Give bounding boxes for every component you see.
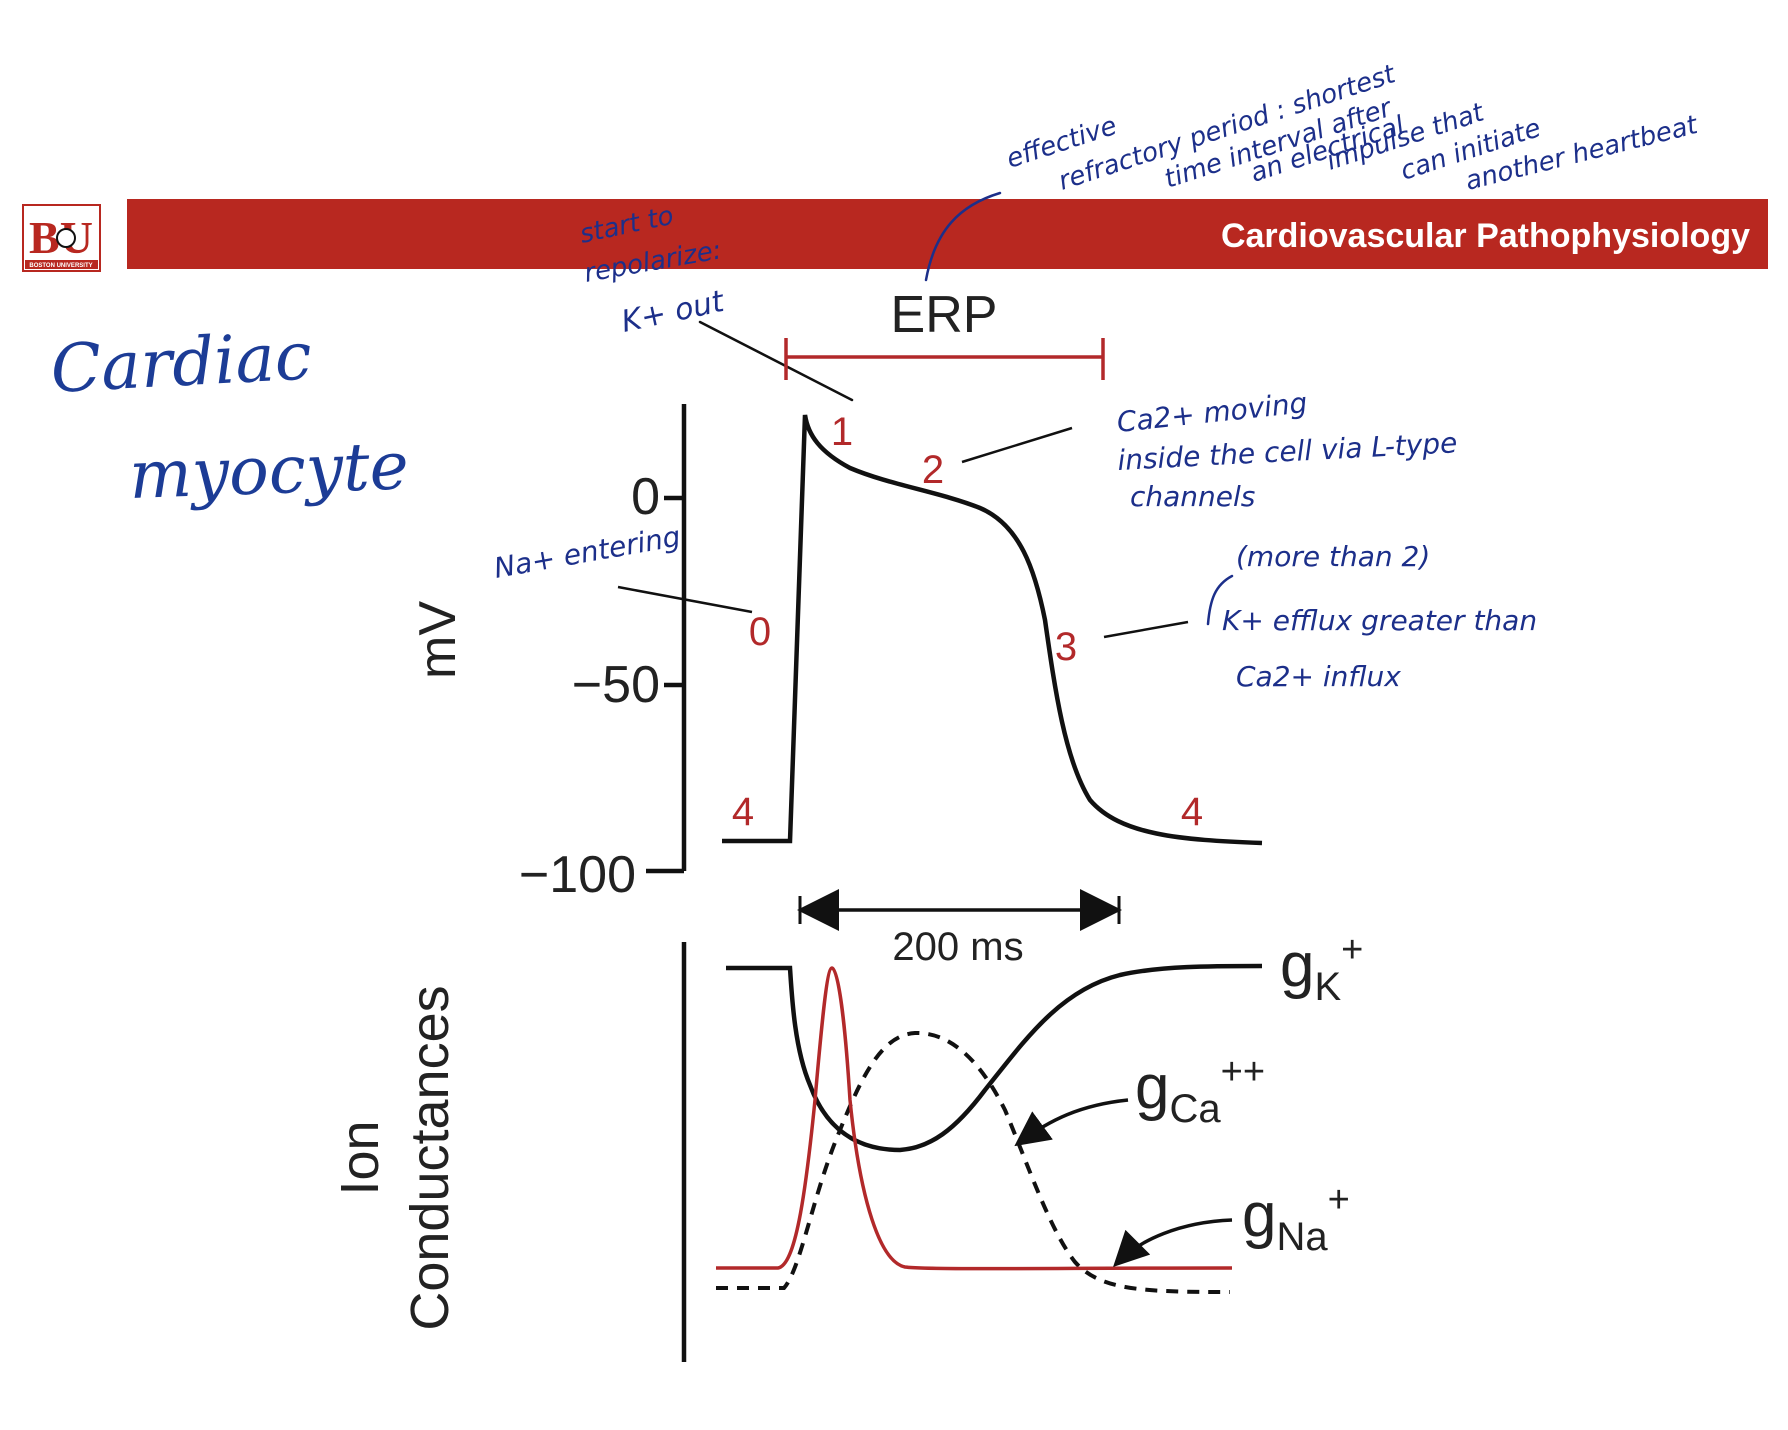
gk-curve <box>726 963 1263 1153</box>
phase-label-0: 0 <box>749 610 771 654</box>
phase-label-2: 2 <box>922 448 944 492</box>
action-potential-axes: 0 −50 −100 mV <box>409 404 687 904</box>
svg-text:K+ efflux greater than: K+ efflux greater than <box>1222 604 1537 637</box>
terrier-mascot-icon <box>56 228 76 248</box>
handwritten-title-line2: myocyte <box>128 427 410 514</box>
phase-label-4b: 4 <box>1181 790 1203 834</box>
bu-logo: BU BOSTON UNIVERSITY <box>22 204 101 272</box>
svg-text:K+ out: K+ out <box>618 284 728 340</box>
svg-text:Na+ entering: Na+ entering <box>491 520 682 585</box>
ion-conductance-axes: Ion Conductances <box>330 942 687 1362</box>
duration-label: 200 ms <box>892 925 1023 969</box>
phase-label-4a: 4 <box>732 790 754 834</box>
header-title: Cardiovascular Pathophysiology <box>1221 217 1750 255</box>
phase-label-1: 1 <box>831 410 853 454</box>
gna-curve <box>716 966 1233 1271</box>
gk-label: gK+ <box>1280 929 1363 1009</box>
svg-text:channels: channels <box>1130 480 1255 513</box>
gca-label: gCa++ <box>1014 1051 1265 1147</box>
phase2-note: Ca2+ moving inside the cell via L-type c… <box>961 386 1458 513</box>
logo-caption: BOSTON UNIVERSITY <box>29 263 92 269</box>
svg-text:(more than 2): (more than 2) <box>1236 540 1430 573</box>
svg-text:gNa+: gNa+ <box>1242 1179 1350 1259</box>
y-tick-0: 0 <box>631 468 660 526</box>
gna-label: gNa+ <box>1113 1179 1350 1267</box>
handwritten-title-line1: Cardiac <box>49 317 314 408</box>
erp-label: ERP <box>891 286 998 344</box>
svg-text:gK+: gK+ <box>1280 929 1363 1009</box>
lower-axis-label-line2: Conductances <box>400 985 460 1330</box>
y-tick-minus50: −50 <box>572 656 660 714</box>
svg-text:Ca2+ influx: Ca2+ influx <box>1236 660 1401 693</box>
y-axis-label: mV <box>409 601 467 679</box>
erp-bracket: ERP <box>784 286 1105 380</box>
header-bar: Cardiovascular Pathophysiology <box>127 199 1768 269</box>
phase3-note: (more than 2) K+ efflux greater than Ca2… <box>1103 540 1537 693</box>
action-potential-curve <box>722 414 1263 846</box>
y-tick-minus100: −100 <box>519 846 636 904</box>
svg-text:inside the cell via L-type: inside the cell via L-type <box>1117 426 1458 477</box>
svg-text:gCa++: gCa++ <box>1135 1051 1265 1131</box>
duration-marker: 200 ms <box>797 889 1122 969</box>
lower-axis-label-line1: Ion <box>330 1120 390 1195</box>
phase0-note: Na+ entering <box>491 520 753 614</box>
svg-text:Ca2+ moving: Ca2+ moving <box>1115 386 1309 439</box>
phase-label-3: 3 <box>1055 625 1077 669</box>
